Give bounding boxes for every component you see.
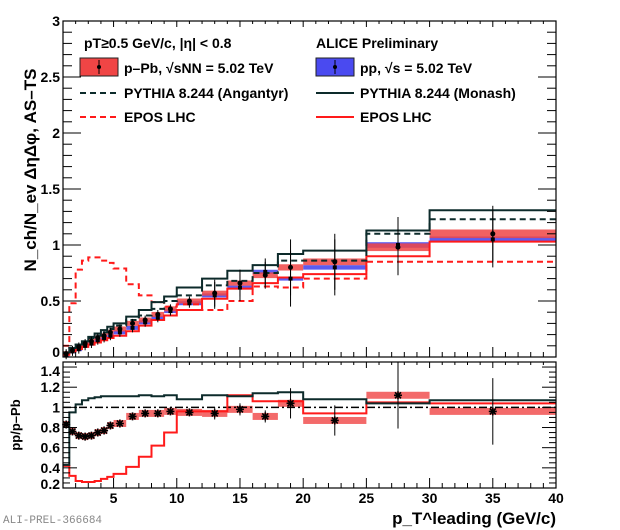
x-tick-label: 10 (169, 490, 185, 506)
bottom-y-tick-label: 1 (52, 399, 60, 415)
x-tick-label: 20 (295, 490, 311, 506)
ratio-data-point (68, 427, 77, 436)
ratio-data-point (393, 391, 402, 400)
ratio-data-point (488, 407, 497, 416)
ratio-data-point (153, 409, 162, 418)
pp-data-point (76, 347, 81, 352)
bottom-y-tick-label: 1.4 (41, 363, 61, 379)
x-tick-label: 5 (110, 490, 118, 506)
bottom-y-tick-label: 1.2 (41, 379, 61, 395)
x-tick-label: 35 (485, 490, 501, 506)
legend-entry-epos-ppb: EPOS LHC (80, 109, 196, 125)
ratio-data-point (100, 426, 109, 435)
bottom-y-tick-label: 0.4 (41, 460, 61, 476)
top-y-tick-label: 3 (52, 13, 60, 29)
epos-ratio-line (63, 394, 556, 483)
pp-data-point (89, 341, 94, 346)
top-y-tick-label: 0 (52, 344, 60, 360)
x-tick-label: 30 (422, 490, 438, 506)
ratio-data-point (330, 416, 339, 425)
pythia-ratio-line (63, 391, 556, 466)
x-tick-label: 15 (232, 490, 248, 506)
watermark: ALI-PREL-366684 (3, 515, 103, 527)
annotation-alice: ALICE Preliminary (316, 35, 438, 51)
ratio-data-point (286, 399, 295, 408)
bottom-y-axis-title: pp/p–Pb (8, 399, 23, 450)
annotation-kinematics: pT≥0.5 GeV/c, |η| < 0.8 (84, 35, 232, 51)
pp-data-point (168, 309, 173, 314)
top-y-tick-label: 1 (52, 237, 60, 253)
bottom-y-tick-label: 0.6 (41, 440, 61, 456)
pp-data-point (143, 320, 148, 325)
legend-entry-ppb: p–Pb, √sNN = 5.02 TeV (79, 57, 274, 77)
legend-label-angantyr: PYTHIA 8.244 (Angantyr) (124, 85, 288, 101)
legend-entry-monash: PYTHIA 8.244 (Monash) (316, 85, 516, 101)
top-panel-marks (63, 205, 556, 360)
top-y-tick-label: 2.5 (41, 69, 61, 85)
ratio-data-point (235, 405, 244, 414)
bottom-y-tick-label: 0.2 (41, 476, 61, 492)
bottom-y-tick-label: 0.8 (41, 420, 61, 436)
ratio-data-point (115, 419, 124, 428)
pp-data-point (288, 276, 293, 281)
legend-entry-epos-pp: EPOS LHC (316, 109, 432, 125)
top-y-tick-label: 2 (52, 125, 60, 141)
pp-data-point (263, 269, 268, 274)
top-y-tick-label: 1.5 (41, 181, 61, 197)
bottom-panel-frame (62, 361, 557, 489)
legend-entry-angantyr: PYTHIA 8.244 (Angantyr) (80, 85, 288, 101)
ratio-data-point (185, 408, 194, 417)
legend-label-monash: PYTHIA 8.244 (Monash) (360, 85, 516, 101)
ratio-data-point (261, 412, 270, 421)
pp-data-point (187, 301, 192, 306)
ticks: 5 10 15 20 25 30 35 40 0 0.5 1 1.5 2 2.5 3 0.20.4 0.6 0.8… (41, 13, 564, 506)
x-tick-label: 25 (359, 490, 375, 506)
x-tick-label: 40 (548, 490, 564, 506)
x-axis-title: p_T^leading (GeV/c) (392, 509, 556, 528)
pp-data-point (332, 265, 337, 270)
ratio-data-point (62, 420, 71, 429)
legend-label-epos-pp: EPOS LHC (360, 109, 432, 125)
epos-ppb-line (63, 256, 556, 347)
pp-data-point (95, 338, 100, 343)
pp-data-point (237, 285, 242, 290)
ratio-data-point (141, 409, 150, 418)
pp-data-point (70, 349, 75, 354)
pp-data-point (64, 352, 69, 357)
pp-data-point (395, 243, 400, 247)
pp-data-point (83, 343, 88, 348)
legend-label-pp: pp, √s = 5.02 TeV (360, 60, 473, 76)
ratio-data-point (81, 432, 90, 441)
pp-data-point (155, 315, 160, 320)
legend-entry-pp: pp, √s = 5.02 TeV (315, 57, 473, 77)
legend-label-epos-ppb: EPOS LHC (124, 109, 196, 125)
bottom-panel-marks (62, 362, 556, 483)
legend: p–Pb, √sNN = 5.02 TeV pp, √s = 5.02 TeV … (79, 57, 516, 125)
ratio-data-point (106, 421, 115, 430)
ratio-data-point (128, 412, 137, 421)
pp-data-point (102, 335, 107, 340)
ratio-data-point (74, 431, 83, 440)
top-y-tick-label: 0.5 (41, 293, 61, 309)
monash-line (63, 209, 556, 354)
pp-data-point (108, 333, 113, 338)
ratio-data-point (166, 407, 175, 416)
pp-data-point (490, 237, 495, 242)
pp-data-point (130, 325, 135, 330)
ratio-data-point (210, 409, 219, 418)
top-y-axis-title: N_ch/N_ev ΔηΔφ, AS–TS (21, 69, 40, 272)
pp-data-point (117, 330, 122, 335)
ratio-data-point (87, 431, 96, 440)
ratio-data-point (93, 428, 102, 437)
legend-label-ppb: p–Pb, √sNN = 5.02 TeV (124, 60, 274, 76)
pp-data-point (212, 293, 217, 298)
